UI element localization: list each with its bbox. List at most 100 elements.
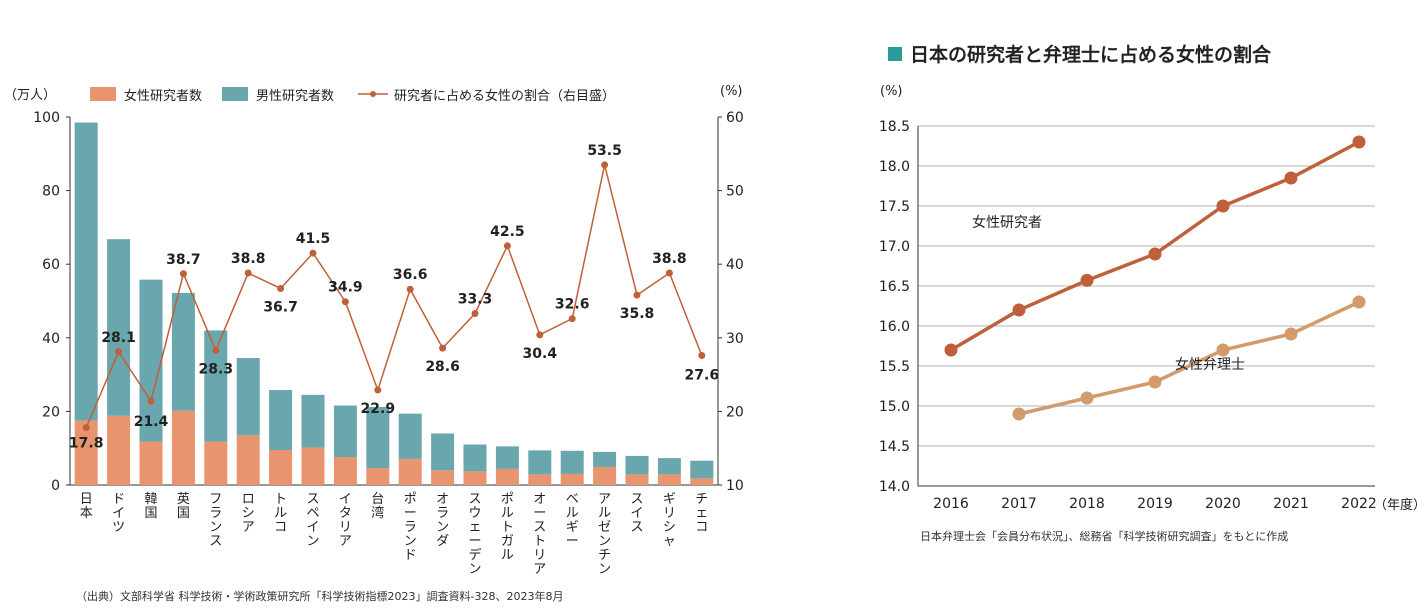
ratio-label-13: 42.5 — [490, 224, 525, 240]
legend-female-label: 女性研究者数 — [124, 88, 203, 104]
category-label-14: オ — [533, 492, 546, 507]
series-point-1-6 — [1352, 295, 1366, 309]
bar-male-11 — [431, 433, 455, 471]
series-point-1-1 — [1012, 407, 1026, 421]
title-text: 日本の研究者と弁理士に占める女性の割合 — [910, 44, 1272, 66]
right-y-unit: (%) — [880, 84, 903, 99]
category-label-16: ン — [598, 534, 611, 549]
category-label-2: 韓 — [144, 492, 157, 507]
bar-male-19 — [690, 460, 714, 479]
ratio-point-9 — [374, 386, 382, 394]
bar-female-8 — [333, 457, 357, 485]
x-tick-label: 2020 — [1205, 496, 1241, 512]
category-label-8: イ — [339, 492, 352, 507]
bar-male-1 — [107, 239, 131, 416]
bar-male-6 — [269, 390, 293, 451]
ratio-point-14 — [536, 331, 544, 339]
left-tick-label: 80 — [42, 184, 60, 200]
category-label-0: 日 — [80, 492, 93, 507]
bar-female-4 — [204, 441, 228, 485]
bar-male-10 — [398, 413, 422, 459]
series-point-0-3 — [1148, 247, 1162, 261]
category-label-14: ア — [533, 562, 546, 577]
category-label-2: 国 — [144, 506, 157, 521]
category-label-10: ン — [404, 534, 417, 549]
series-point-1-4 — [1216, 343, 1230, 357]
legend-swatch-female — [90, 87, 116, 101]
category-label-12: デ — [468, 547, 481, 563]
source-note-left: （出典）文部科学省 科学技術・学術政策研究所「科学技術指標2023」調査資料-3… — [76, 590, 564, 603]
bar-female-13 — [495, 468, 519, 485]
x-tick-label: 2021 — [1273, 496, 1309, 512]
category-label-1: イ — [112, 506, 125, 521]
category-label-18: ャ — [663, 534, 676, 549]
ratio-label-2: 21.4 — [134, 414, 169, 430]
ratio-point-3 — [179, 270, 187, 278]
right-chart-title: 日本の研究者と弁理士に占める女性の割合 — [888, 40, 1271, 67]
category-label-5: ア — [242, 520, 255, 535]
category-label-4: ン — [209, 520, 222, 535]
ratio-point-6 — [277, 284, 285, 292]
category-label-15: ベ — [566, 492, 579, 507]
category-label-4: ラ — [209, 506, 222, 521]
category-label-19: チ — [695, 492, 708, 507]
category-label-group-0: 日本 — [80, 492, 93, 521]
bar-male-4 — [204, 330, 228, 442]
ratio-point-2 — [147, 397, 155, 405]
x-tick-label: 2016 — [933, 496, 969, 512]
ratio-label-5: 38.8 — [231, 251, 266, 267]
x-tick-label: 2022 — [1341, 496, 1377, 512]
x-tick-label: 2019 — [1137, 496, 1173, 512]
category-label-18: リ — [663, 506, 676, 521]
category-label-14: ト — [533, 534, 546, 549]
right-chart-svg: 14.0 14.5 15.0 15.5 16.0 16.5 17.0 17.5 18.0 18.5… — [879, 119, 1377, 512]
category-label-13: ポ — [501, 492, 514, 507]
series-label-1: 女性弁理士 — [1175, 356, 1245, 373]
category-label-17: イ — [630, 506, 643, 521]
category-label-group-17: スイス — [630, 492, 643, 535]
category-label-0: 本 — [80, 506, 93, 521]
ratio-point-10 — [406, 285, 414, 293]
right-tick-label: 40 — [726, 257, 744, 273]
left-chart: （万人） (%) 女性研究者数 男性研究者数 研究者に占める女性の割合（右目盛）… — [4, 84, 744, 603]
category-label-18: ギ — [663, 492, 676, 507]
category-label-group-9: 台湾 — [371, 492, 384, 521]
category-label-7: ペ — [306, 506, 319, 521]
bar-male-2 — [139, 279, 163, 442]
category-label-8: リ — [339, 520, 352, 535]
category-label-17: ス — [630, 520, 643, 535]
x-tick-label: 2017 — [1001, 496, 1037, 512]
category-label-7: ン — [306, 534, 319, 549]
ratio-point-11 — [439, 344, 447, 352]
ratio-label-0: 17.8 — [69, 436, 104, 452]
bar-female-16 — [593, 466, 617, 485]
ratio-label-16: 53.5 — [587, 143, 622, 159]
bar-female-9 — [366, 468, 390, 485]
left-tick-label: 0 — [51, 478, 60, 494]
left-tick-label: 100 — [33, 110, 60, 126]
category-label-11: ン — [436, 520, 449, 535]
right-axis-label: (%) — [720, 84, 743, 99]
ratio-label-11: 28.6 — [425, 359, 460, 375]
bar-male-3 — [171, 292, 195, 411]
ratio-point-1 — [115, 348, 123, 356]
bar-female-0 — [74, 420, 98, 485]
series-point-0-1 — [1012, 303, 1026, 317]
category-label-16: チ — [598, 548, 611, 563]
category-label-group-5: ロシア — [242, 492, 255, 535]
series-point-0-6 — [1352, 135, 1366, 149]
category-label-12: ス — [468, 492, 481, 507]
right-tick-label: 10 — [726, 478, 744, 494]
category-label-13: ト — [501, 520, 514, 535]
category-label-group-2: 韓国 — [144, 492, 157, 521]
y-tick-label: 17.0 — [879, 239, 910, 255]
category-label-13: ガ — [501, 534, 514, 549]
category-label-5: シ — [242, 506, 255, 521]
